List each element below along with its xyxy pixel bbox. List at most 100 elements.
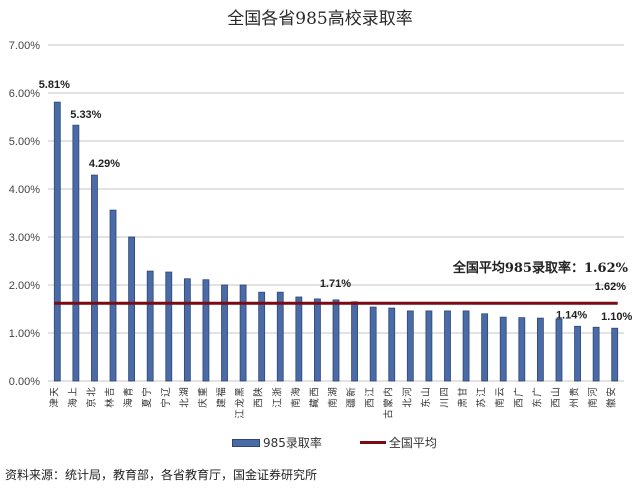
x-axis-labels: 天津上海北京吉林青海宁夏辽宁湖北重庆福建黑龙江陕西浙江海南西藏湖南新疆江西内蒙古… (49, 387, 617, 419)
x-tick-label: 庆 (197, 398, 209, 408)
x-tick-label: 河 (401, 387, 413, 397)
x-tick-label: 龙 (234, 398, 246, 408)
x-tick-label: 藏 (308, 398, 320, 408)
bar (555, 318, 563, 382)
x-tick-label: 新 (346, 387, 358, 397)
bar-series (53, 101, 619, 382)
x-tick-label: 肃 (457, 398, 469, 408)
bar (536, 317, 544, 382)
data-label: 4.29% (89, 158, 120, 170)
bar (611, 327, 619, 382)
x-tick-label: 吉 (105, 387, 116, 397)
x-tick-label: 内 (383, 387, 395, 397)
x-tick-label: 川 (439, 398, 450, 408)
y-tick-label: 7.00% (9, 40, 40, 52)
x-tick-label: 上 (68, 387, 79, 397)
bar (592, 326, 600, 382)
x-tick-label: 江 (365, 387, 376, 397)
x-tick-label: 西 (254, 398, 265, 408)
x-tick-label: 贵 (569, 387, 581, 397)
line-swatch-icon (359, 441, 386, 444)
x-tick-label: 安 (606, 387, 618, 397)
bar (91, 174, 98, 382)
y-tick-label: 0.00% (9, 376, 40, 388)
y-tick-label: 5.00% (9, 136, 40, 148)
legend-item-bar: 985录取率 (232, 434, 322, 451)
x-tick-label: 疆 (347, 398, 358, 408)
x-tick-label: 古 (383, 409, 395, 419)
x-tick-label: 西 (514, 398, 525, 408)
x-tick-label: 西 (365, 398, 376, 408)
average-annotation: 全国平均985录取率：1.62% (452, 260, 629, 276)
x-tick-label: 蒙 (383, 398, 395, 408)
x-tick-label: 西 (551, 398, 562, 408)
bar (53, 101, 61, 382)
x-tick-label: 福 (216, 387, 228, 397)
x-tick-label: 海 (123, 398, 135, 408)
x-tick-label: 江 (477, 387, 488, 397)
x-tick-label: 辽 (160, 387, 172, 397)
bar (518, 317, 526, 382)
x-tick-label: 河 (587, 387, 599, 397)
bar (425, 310, 433, 382)
x-tick-label: 江 (235, 409, 246, 419)
x-tick-label: 黑 (235, 387, 246, 397)
x-tick-label: 广 (531, 387, 543, 397)
bar-swatch-icon (232, 438, 260, 447)
x-tick-label: 建 (216, 398, 228, 408)
bar (481, 313, 489, 382)
bar (183, 278, 191, 382)
data-label: 5.81% (39, 79, 70, 91)
y-tick-label: 2.00% (9, 280, 40, 292)
x-tick-label: 东 (531, 398, 543, 408)
x-tick-label: 北 (402, 398, 413, 408)
bar (109, 209, 117, 382)
x-tick-label: 青 (123, 387, 135, 397)
x-tick-label: 云 (495, 387, 506, 397)
bar (295, 296, 303, 382)
y-tick-label: 6.00% (9, 88, 40, 100)
x-tick-label: 南 (587, 398, 599, 408)
bar (202, 279, 210, 382)
x-tick-label: 夏 (142, 398, 153, 408)
legend-item-line: 全国平均 (359, 434, 437, 451)
data-labels: 5.81% 5.33% 4.29% 1.71% 1.14% 1.10% 1.62% (39, 79, 633, 323)
bar (128, 236, 136, 382)
data-label: 1.14% (556, 309, 587, 321)
bar (332, 299, 340, 382)
x-tick-label: 海 (67, 398, 79, 408)
data-label: 1.10% (601, 311, 632, 323)
bar (239, 284, 247, 382)
y-axis-ticks: 0.00% 1.00% 2.00% 3.00% 4.00% 5.00% 6.00% 7.00% (9, 40, 40, 388)
x-tick-label: 京 (85, 398, 97, 408)
x-tick-label: 重 (197, 387, 209, 397)
x-tick-label: 浙 (271, 387, 283, 397)
x-tick-label: 西 (309, 387, 320, 397)
data-label: 1.71% (320, 278, 351, 290)
bar (221, 284, 228, 382)
bar (574, 325, 581, 382)
chart-title: 全国各省985高校录取率 (227, 9, 413, 29)
x-tick-label: 北 (179, 398, 190, 408)
x-tick-label: 州 (570, 398, 581, 408)
bar (351, 301, 358, 382)
bar (72, 124, 80, 382)
bar (314, 298, 321, 382)
x-tick-label: 南 (327, 398, 339, 408)
x-tick-label: 宁 (141, 387, 153, 397)
y-tick-label: 1.00% (9, 328, 40, 340)
bar (369, 306, 377, 382)
x-tick-label: 林 (104, 398, 116, 408)
x-tick-label: 北 (86, 387, 97, 397)
bar (258, 291, 266, 382)
x-tick-label: 陕 (253, 387, 265, 397)
bar (444, 310, 451, 382)
legend: 985录取率 全国平均 (232, 434, 437, 451)
legend-bar-label: 985录取率 (263, 436, 322, 450)
y-tick-label: 4.00% (9, 184, 40, 196)
x-tick-label: 津 (49, 398, 60, 408)
x-tick-label: 宁 (160, 398, 172, 408)
x-tick-label: 徽 (606, 398, 618, 408)
x-tick-label: 甘 (457, 387, 469, 397)
